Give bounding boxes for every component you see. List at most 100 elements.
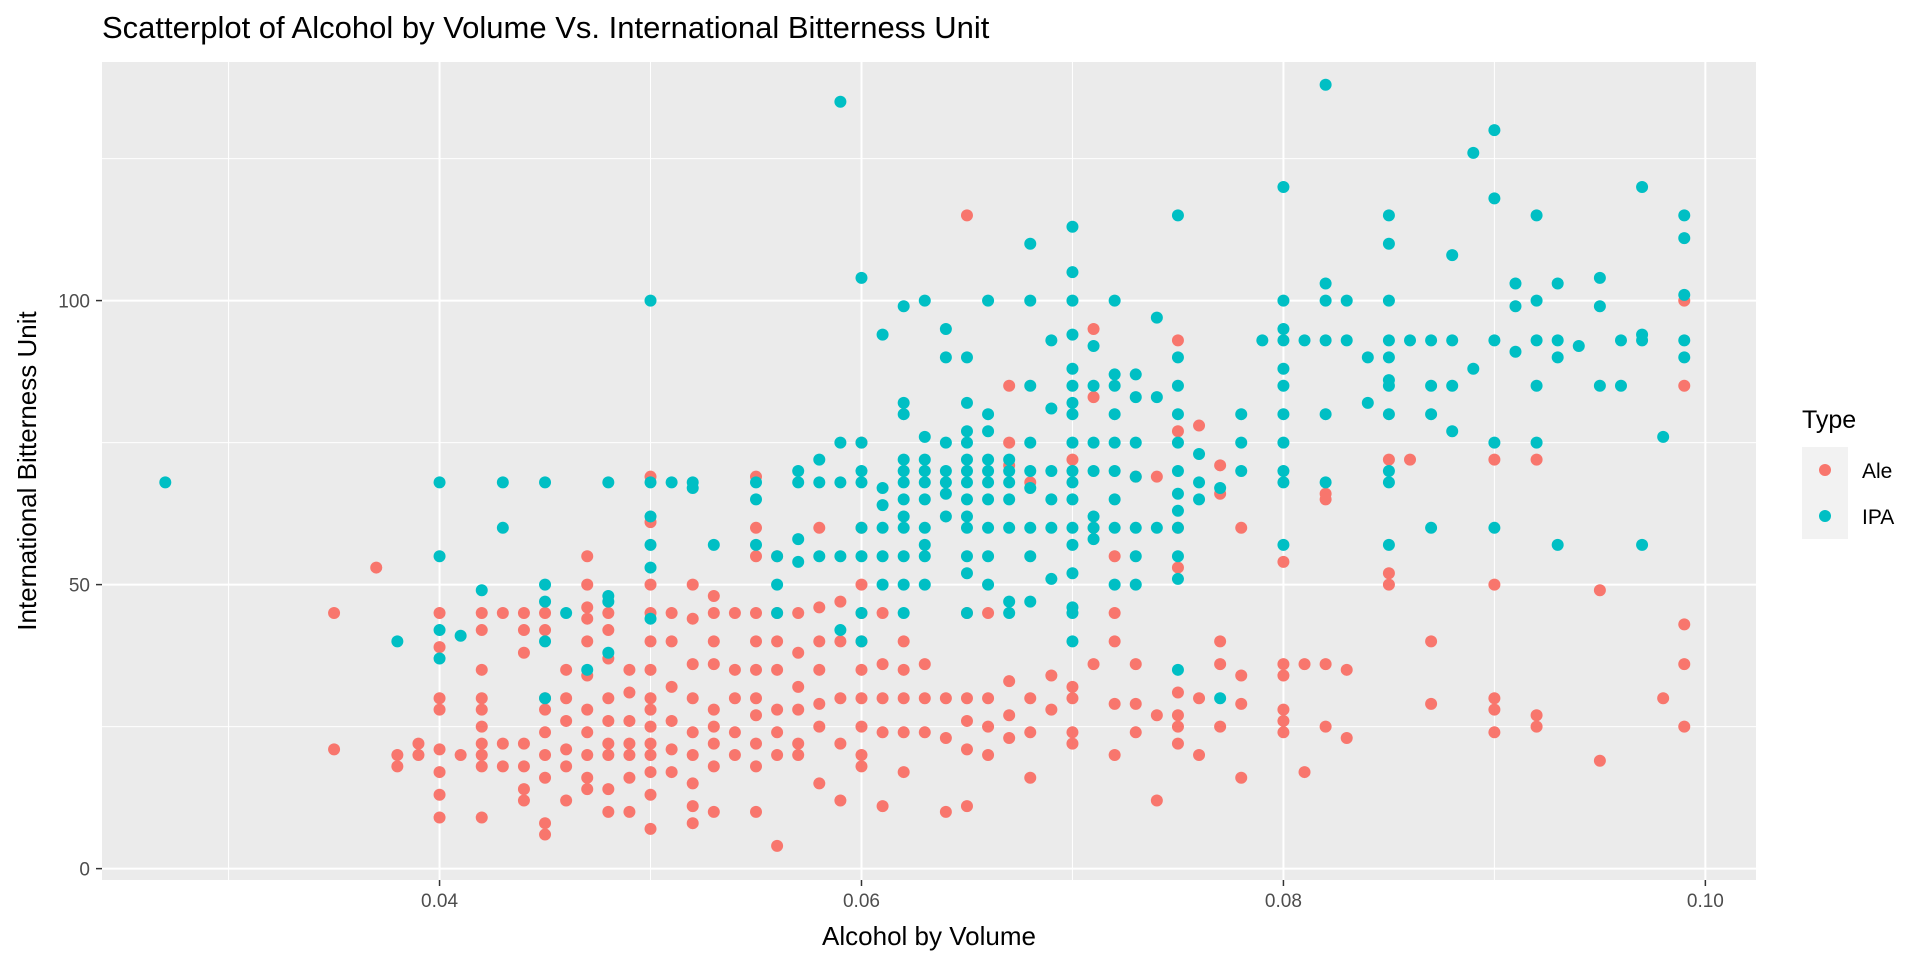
point-ale (792, 703, 805, 716)
point-ipa (1087, 510, 1100, 523)
point-ale (1382, 578, 1395, 591)
point-ale (623, 714, 636, 727)
point-ale (539, 817, 552, 830)
point-ale (1108, 550, 1121, 563)
point-ipa (1193, 493, 1206, 506)
point-ale (1214, 658, 1227, 671)
point-ipa (1066, 220, 1079, 233)
point-ale (876, 658, 889, 671)
point-ale (539, 726, 552, 739)
point-ipa (581, 663, 594, 676)
point-ipa (1488, 521, 1501, 534)
point-ipa (897, 465, 910, 477)
point-ale (475, 624, 488, 637)
point-ipa (1382, 476, 1395, 489)
point-ale (960, 800, 973, 813)
point-ipa (960, 453, 973, 466)
point-ipa (1108, 368, 1121, 381)
point-ale (1235, 521, 1248, 534)
point-ipa (876, 550, 889, 563)
point-ipa (1509, 277, 1522, 290)
point-ale (560, 760, 573, 773)
point-ale (665, 714, 678, 727)
point-ale (1171, 720, 1184, 733)
point-ale (750, 635, 763, 648)
point-ipa (1277, 294, 1290, 307)
point-ipa (602, 646, 615, 659)
point-ale (876, 800, 889, 813)
point-ipa (1509, 300, 1522, 313)
point-ale (813, 777, 826, 790)
point-ale (939, 731, 952, 744)
point-ale (1214, 459, 1227, 472)
point-ale (686, 800, 699, 813)
point-ipa (1003, 465, 1016, 477)
point-ipa (1425, 408, 1438, 421)
point-ale (328, 607, 341, 620)
point-ale (1488, 703, 1501, 716)
point-ipa (1593, 271, 1606, 284)
point-ipa (1108, 578, 1121, 591)
point-ale (602, 783, 615, 796)
point-ale (1593, 754, 1606, 767)
point-ale (1340, 663, 1353, 676)
point-ale (665, 680, 678, 693)
point-ale (1404, 453, 1417, 466)
point-ipa (897, 493, 910, 506)
point-ale (1066, 453, 1079, 466)
point-ale (876, 726, 889, 739)
point-ale (602, 692, 615, 705)
point-ipa (1129, 436, 1142, 449)
point-ipa (1319, 277, 1332, 290)
point-ale (813, 697, 826, 710)
point-ale (496, 737, 509, 750)
point-ale (707, 658, 720, 671)
point-ipa (1066, 476, 1079, 489)
point-ale (1277, 555, 1290, 568)
point-ipa (686, 482, 699, 495)
point-ale (412, 737, 425, 750)
point-ale (1382, 567, 1395, 580)
point-ipa (897, 578, 910, 591)
point-ipa (834, 476, 847, 489)
point-ipa (1003, 521, 1016, 534)
point-ale (750, 607, 763, 620)
point-ale (433, 743, 446, 756)
point-ale (834, 692, 847, 705)
point-ale (665, 635, 678, 648)
point-ipa (707, 538, 720, 551)
point-ale (602, 714, 615, 727)
point-ale (1108, 749, 1121, 762)
point-ale (1087, 391, 1100, 404)
point-ale (1593, 584, 1606, 597)
point-ale (855, 720, 868, 733)
point-ale (792, 680, 805, 693)
point-ipa (897, 510, 910, 523)
point-ipa (960, 521, 973, 534)
point-ipa (1171, 379, 1184, 392)
point-ale (686, 692, 699, 705)
point-ipa (855, 607, 868, 620)
point-ipa (1446, 425, 1459, 438)
point-ale (644, 692, 657, 705)
point-ipa (539, 595, 552, 608)
point-ipa (918, 550, 931, 563)
point-ale (1150, 794, 1163, 807)
point-ale (1277, 669, 1290, 682)
point-ale (475, 703, 488, 716)
point-ale (412, 749, 425, 762)
point-ale (475, 720, 488, 733)
point-ale (1066, 692, 1079, 705)
point-ale (982, 692, 995, 705)
point-ale (433, 811, 446, 824)
point-ipa (644, 294, 657, 307)
point-ale (855, 692, 868, 705)
point-ipa (1319, 334, 1332, 347)
point-ale (1066, 737, 1079, 750)
point-ipa (1678, 288, 1691, 301)
point-ipa (982, 408, 995, 421)
point-ipa (1446, 334, 1459, 347)
point-ale (581, 726, 594, 739)
point-ipa (1319, 78, 1332, 91)
point-ale (834, 737, 847, 750)
